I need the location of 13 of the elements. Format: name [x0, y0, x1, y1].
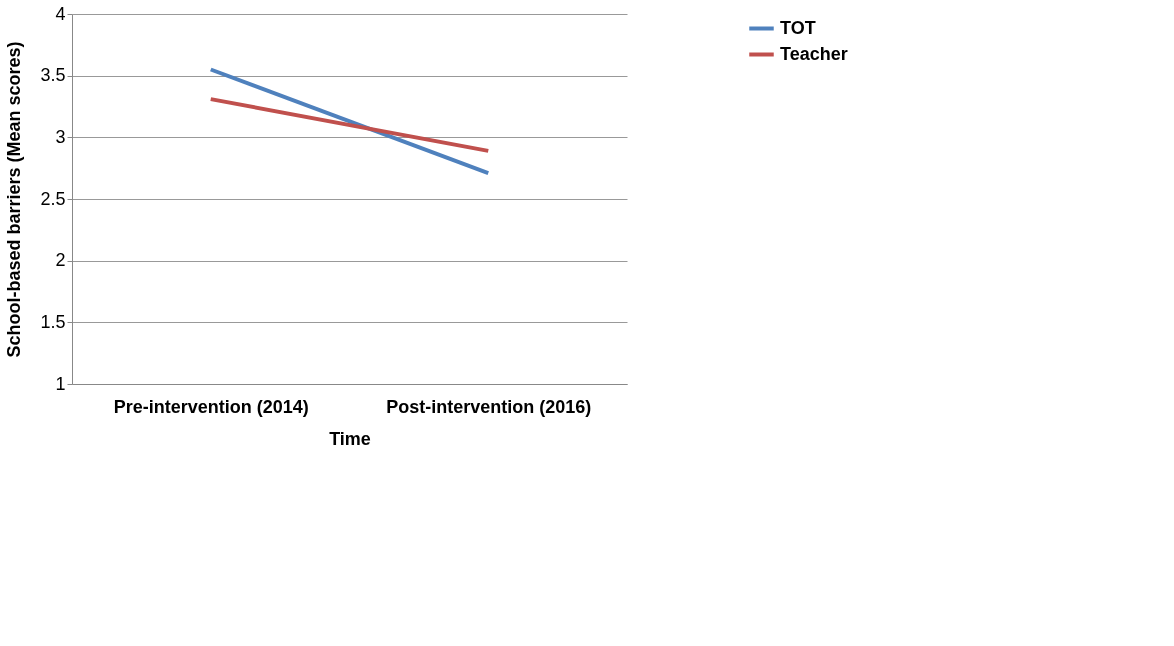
x-tick-label: Post-intervention (2016)	[386, 396, 592, 417]
y-tick-label: 1.5	[40, 311, 66, 332]
legend-label: TOT	[780, 17, 816, 38]
y-axis-title: School-based barriers (Mean scores)	[4, 41, 25, 358]
x-axis-title: Time	[329, 428, 371, 449]
y-tick-label: 2	[55, 250, 66, 271]
y-tick-label: 2.5	[40, 188, 66, 209]
y-tick-label: 3.5	[40, 65, 66, 86]
legend-label: Teacher	[780, 43, 848, 64]
y-tick-label: 3	[55, 126, 66, 147]
y-tick-label: 1	[55, 373, 66, 394]
y-tick-label: 4	[55, 3, 66, 24]
x-tick-label: Pre-intervention (2014)	[113, 396, 309, 417]
